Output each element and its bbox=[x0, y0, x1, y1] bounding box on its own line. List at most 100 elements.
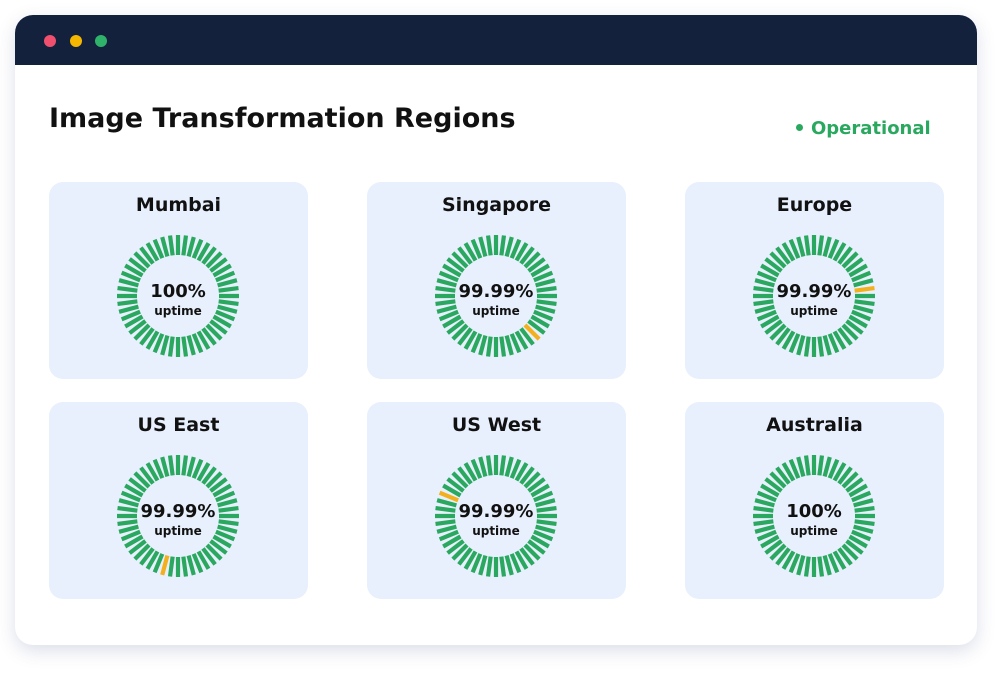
ring-segment bbox=[509, 553, 522, 574]
ring-segment bbox=[822, 456, 832, 477]
ring-segment bbox=[446, 257, 465, 273]
ring-segment bbox=[499, 336, 507, 357]
ring-segment bbox=[457, 246, 473, 265]
ring-segment bbox=[781, 242, 796, 262]
ring-segment bbox=[167, 235, 175, 256]
ring-segment bbox=[817, 235, 825, 256]
ring-segment bbox=[139, 327, 155, 346]
close-button[interactable] bbox=[44, 35, 56, 47]
ring-segment bbox=[120, 270, 141, 283]
ring-segment bbox=[527, 319, 546, 335]
ring-segment bbox=[118, 498, 139, 508]
ring-segment bbox=[152, 458, 165, 479]
ring-segment bbox=[124, 263, 144, 278]
ring-segment bbox=[827, 553, 840, 574]
ring-segment bbox=[533, 270, 554, 283]
ring-segment bbox=[201, 246, 217, 265]
ring-segment bbox=[753, 285, 774, 293]
ring-segment bbox=[128, 319, 147, 335]
uptime-ring: 100% uptime bbox=[117, 235, 239, 357]
ring-segment bbox=[118, 304, 139, 314]
ring-segment bbox=[536, 505, 557, 513]
ring-segment bbox=[120, 309, 141, 322]
ring-segment bbox=[133, 251, 151, 269]
ring-segment bbox=[196, 550, 211, 570]
ring-segment bbox=[760, 314, 780, 329]
ring-segment bbox=[463, 242, 478, 262]
ring-segment bbox=[781, 462, 796, 482]
ring-segment bbox=[527, 477, 546, 493]
ring-segment bbox=[530, 314, 550, 329]
ring-segment bbox=[504, 236, 514, 257]
minimize-button[interactable] bbox=[70, 35, 82, 47]
ring-segment bbox=[848, 483, 868, 498]
ring-segment bbox=[217, 498, 238, 508]
ring-segment bbox=[218, 285, 239, 293]
ring-segment bbox=[499, 455, 507, 476]
ring-segment bbox=[470, 238, 483, 259]
ring-segment bbox=[788, 238, 801, 259]
ring-segment bbox=[527, 257, 546, 273]
ring-segment bbox=[438, 309, 459, 322]
region-name: Europe bbox=[776, 194, 853, 216]
ring-segment bbox=[438, 270, 459, 283]
ring-segment bbox=[788, 458, 801, 479]
region-card: Australia 100% uptime bbox=[685, 402, 944, 599]
ring-segment bbox=[854, 519, 875, 527]
ring-segment bbox=[535, 278, 556, 288]
ring-segment bbox=[196, 330, 211, 350]
ring-segment bbox=[853, 304, 874, 314]
uptime-ring: 99.99% uptime bbox=[435, 455, 557, 577]
ring-segment bbox=[822, 236, 832, 257]
ring-segment bbox=[218, 505, 239, 513]
ring-segment bbox=[533, 490, 554, 503]
ring-segment bbox=[533, 529, 554, 542]
ring-segment bbox=[217, 278, 238, 288]
ring-segment bbox=[530, 534, 550, 549]
ring-segment bbox=[218, 299, 239, 307]
ring-segment bbox=[191, 458, 204, 479]
ring-segment bbox=[851, 490, 872, 503]
ring-segment bbox=[191, 333, 204, 354]
maximize-button[interactable] bbox=[95, 35, 107, 47]
ring-segment bbox=[845, 477, 864, 493]
ring-segment bbox=[218, 519, 239, 527]
ring-segment bbox=[853, 278, 874, 288]
ring-segment bbox=[504, 335, 514, 356]
page-title: Image Transformation Regions bbox=[49, 103, 516, 134]
ring-segment bbox=[118, 278, 139, 288]
ring-segment bbox=[803, 556, 811, 577]
title-bar bbox=[15, 15, 977, 65]
ring-segment bbox=[854, 299, 875, 307]
ring-segment bbox=[499, 556, 507, 577]
ring-segment bbox=[212, 263, 232, 278]
uptime-value: 100% bbox=[150, 281, 206, 302]
ring-segment bbox=[160, 236, 170, 257]
ring-segment bbox=[201, 327, 217, 346]
ring-segment bbox=[848, 263, 868, 278]
ring-segment bbox=[139, 246, 155, 265]
ring-segment bbox=[133, 323, 151, 341]
ring-segment bbox=[478, 335, 488, 356]
ring-segment bbox=[530, 263, 550, 278]
region-name: Singapore bbox=[441, 194, 552, 216]
ring-segment bbox=[803, 455, 811, 476]
ring-segment bbox=[451, 323, 469, 341]
ring-segment bbox=[124, 534, 144, 549]
uptime-ring: 100% uptime bbox=[753, 455, 875, 577]
ring-segment bbox=[160, 456, 170, 477]
ring-segment bbox=[436, 524, 457, 534]
ring-segment bbox=[827, 333, 840, 354]
ring-segment bbox=[499, 235, 507, 256]
ring-segment bbox=[832, 330, 847, 350]
region-name: Mumbai bbox=[135, 194, 222, 216]
uptime-label: uptime bbox=[790, 524, 838, 538]
ring-segment bbox=[853, 498, 874, 508]
ring-segment bbox=[442, 534, 462, 549]
ring-segment bbox=[438, 490, 459, 503]
ring-segment bbox=[756, 490, 777, 503]
ring-segment bbox=[205, 543, 223, 561]
ring-segment bbox=[463, 462, 478, 482]
ring-segment bbox=[470, 458, 483, 479]
ring-segment bbox=[764, 477, 783, 493]
